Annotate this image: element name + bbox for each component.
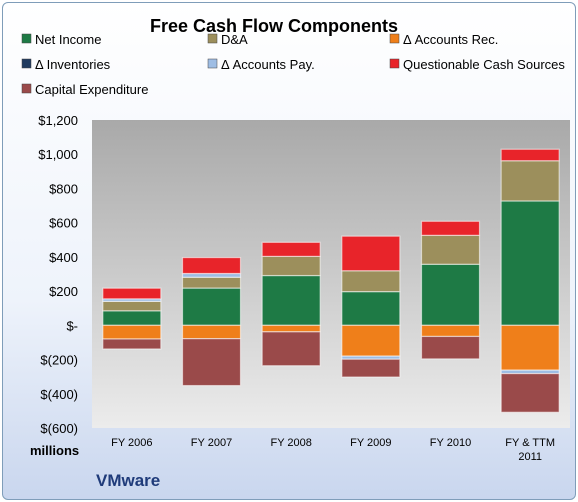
legend: Net Income D&A Δ Accounts Rec. Δ Inventorie… [21,32,565,97]
legend-swatch [207,58,218,69]
bar-segment-net-income [102,310,162,326]
x-tick-label: FY 2006 [111,437,152,449]
legend-swatch [21,83,32,94]
x-tick-label: FY 2008 [270,437,311,449]
bar-segment-questionable-cash-sources [500,148,560,162]
y-tick-label: $200 [49,284,78,299]
plot-area [92,120,570,428]
legend-label: Questionable Cash Sources [403,57,565,72]
bar-segment-capital-expenditure [500,372,560,413]
legend-label: Δ Accounts Rec. [403,32,498,47]
bar-segment-net-income [420,263,481,326]
bar-segment-net-income [341,291,401,326]
legend-label: Capital Expenditure [35,82,148,97]
bars [102,148,560,413]
legend-swatch [21,33,32,44]
bar-segment-questionable-cash-sources [420,220,481,236]
legend-label: D&A [221,32,248,47]
legend-label: Δ Accounts Pay. [221,57,315,72]
legend-item-d-a: D&A [207,32,248,47]
legend-item-delta-inventories: Δ Inventories [21,57,111,72]
legend-swatch [21,58,32,69]
company-name: VMware [96,471,160,490]
legend-item-net-income: Net Income [21,32,101,47]
bar-segment-capital-expenditure [181,338,242,387]
legend-item-questionable-cash-sources: Questionable Cash Sources [389,57,565,72]
legend-label: Δ Inventories [35,57,111,72]
bar-segment-d-a [500,160,560,202]
bar-segment-delta-accounts-rec [181,324,242,340]
x-axis: FY 2006 FY 2007 FY 2008 FY 2009 FY 2010 FY & … [111,437,555,463]
bar-segment-d-a [341,270,401,293]
bar-segment-questionable-cash-sources [102,287,162,300]
legend-label: Net Income [35,32,101,47]
units-label: millions [30,443,79,458]
chart-title: Free Cash Flow Components [150,16,398,36]
bar-segment-questionable-cash-sources [181,256,242,275]
x-tick-label: FY 2007 [191,437,232,449]
bar-segment-capital-expenditure [102,338,162,350]
bar-segment-d-a [181,276,242,289]
legend-item-delta-accounts-rec: Δ Accounts Rec. [389,32,498,47]
y-tick-label: $600 [49,216,78,231]
y-tick-label: $1,200 [38,113,78,128]
bar-segment-d-a [102,300,162,312]
y-tick-label: $- [66,318,78,333]
bar-segment-delta-accounts-rec [102,324,162,340]
y-axis: $(600) $(400) $(200) $- $200 $400 $600 $800 $1,0… [38,113,78,436]
bar-segment-d-a [261,255,321,277]
x-tick-label: FY 2009 [350,437,391,449]
bar-segment-questionable-cash-sources [341,235,401,272]
bar-segment-delta-accounts-rec [341,324,401,357]
y-tick-label: $400 [49,250,78,265]
legend-item-delta-accounts-pay: Δ Accounts Pay. [207,57,315,72]
y-tick-label: $1,000 [38,147,78,162]
y-tick-label: $(200) [40,353,78,368]
bar-segment-delta-accounts-rec [500,324,560,371]
x-tick-label: FY & TTM 2011 [505,437,555,463]
bar-segment-questionable-cash-sources [261,241,321,257]
bar-segment-capital-expenditure [341,358,401,378]
legend-swatch [389,33,400,44]
legend-swatch [207,33,218,44]
bar-segment-d-a [420,234,481,265]
bar-segment-net-income [500,200,560,326]
bar-segment-net-income [181,287,242,326]
legend-swatch [389,58,400,69]
legend-item-capital-expenditure: Capital Expenditure [21,82,148,97]
bar-segment-capital-expenditure [261,331,321,367]
y-tick-label: $(600) [40,421,78,436]
x-tick-label: FY 2010 [430,437,471,449]
bar-segment-net-income [261,274,321,326]
y-tick-label: $(400) [40,387,78,402]
bar-segment-capital-expenditure [420,335,481,360]
y-tick-label: $800 [49,181,78,196]
bar-segment-delta-accounts-rec [261,324,321,333]
bar-segment-delta-accounts-rec [420,324,481,338]
